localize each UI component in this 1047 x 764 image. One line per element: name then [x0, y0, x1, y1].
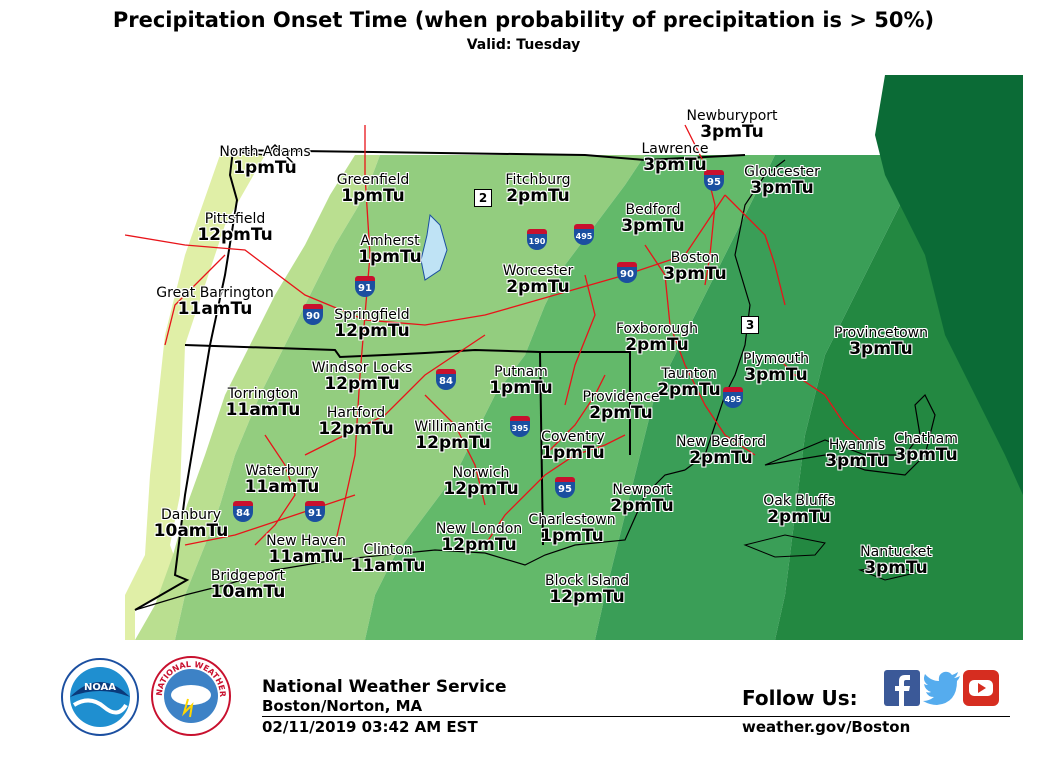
city-norwich: Norwich 12pmTu — [443, 465, 519, 499]
city-bridgeport: Bridgeport 10amTu — [210, 568, 286, 602]
city-providence: Providence 2pmTu — [582, 389, 660, 423]
city-provincetown: Provincetown 3pmTu — [834, 325, 928, 359]
facebook-icon[interactable] — [884, 670, 920, 706]
zone-11am — [135, 155, 380, 640]
city-worcester: Worcester 2pmTu — [502, 263, 574, 297]
route-marker-3: 3 — [741, 316, 759, 334]
highway-shield-395: 395 — [510, 416, 530, 438]
city-chatham: Chatham 3pmTu — [894, 431, 958, 465]
city-taunton: Taunton 2pmTu — [657, 366, 721, 400]
noaa-logo: NOAA — [60, 657, 140, 737]
highway-shield-95: 95 — [704, 170, 724, 192]
highway-shield-90: 90 — [303, 304, 323, 326]
website-link[interactable]: weather.gov/Boston — [742, 718, 911, 736]
city-amherst: Amherst 1pmTu — [358, 233, 422, 267]
highway-shield-495: 495 — [723, 387, 743, 409]
city-pittsfield: Pittsfield 12pmTu — [197, 211, 273, 245]
office-location: Boston/Norton, MA — [262, 697, 423, 715]
zone-10am — [125, 155, 265, 640]
zone-12pm — [175, 155, 645, 640]
city-danbury: Danbury 10amTu — [153, 507, 229, 541]
highway-shield-190: 190 — [527, 229, 547, 251]
precip-onset-map: 2 3 95 495 190 90 91 90 84 395 495 84 91… — [125, 75, 1023, 640]
city-newburyport: Newburyport 3pmTu — [686, 108, 778, 142]
city-plymouth: Plymouth 3pmTu — [742, 351, 810, 385]
city-great-barrington: Great Barrington 11amTu — [156, 285, 274, 319]
city-hyannis: Hyannis 3pmTu — [825, 437, 889, 471]
svg-text:NOAA: NOAA — [84, 682, 116, 693]
zone-1pm — [365, 155, 775, 640]
follow-us-label: Follow Us: — [742, 686, 858, 710]
city-fitchburg: Fitchburg 2pmTu — [505, 172, 571, 206]
city-charlestown: Charlestown 1pmTu — [528, 512, 616, 546]
highway-shield-84: 84 — [233, 501, 253, 523]
city-clinton: Clinton 11amTu — [350, 542, 426, 576]
city-torrington: Torrington 11amTu — [225, 386, 301, 420]
city-bedford: Bedford 3pmTu — [621, 202, 685, 236]
city-greenfield: Greenfield 1pmTu — [336, 172, 410, 206]
city-foxborough: Foxborough 2pmTu — [615, 321, 699, 355]
valid-day: Valid: Tuesday — [466, 37, 581, 53]
highway-shield-90: 90 — [617, 262, 637, 284]
map-title: Precipitation Onset Time (when probabili… — [112, 8, 935, 32]
organization-name: National Weather Service — [262, 677, 507, 697]
issue-timestamp: 02/11/2019 03:42 AM EST — [262, 718, 478, 736]
city-block-island: Block Island 12pmTu — [545, 573, 629, 607]
highway-shield-84: 84 — [436, 369, 456, 391]
zone-2pm — [595, 155, 925, 640]
twitter-icon[interactable] — [922, 670, 960, 706]
city-north-adams: North Adams 1pmTu — [219, 144, 311, 178]
city-windsor-locks: Windsor Locks 12pmTu — [311, 360, 413, 394]
youtube-icon[interactable] — [963, 670, 999, 706]
city-springfield: Springfield 12pmTu — [334, 307, 410, 341]
city-nantucket: Nantucket 3pmTu — [860, 544, 932, 578]
city-newport: Newport 2pmTu — [610, 482, 674, 516]
city-willimantic: Willimantic 12pmTu — [414, 419, 492, 453]
route-marker-2: 2 — [474, 189, 492, 207]
footer-divider — [262, 716, 1010, 717]
city-new-haven: New Haven 11amTu — [266, 533, 346, 567]
nws-logo: NATIONAL WEATHER SERVICE — [147, 648, 232, 737]
highway-shield-91: 91 — [355, 276, 375, 298]
city-oak-bluffs: Oak Bluffs 2pmTu — [763, 493, 835, 527]
city-coventry: Coventry 1pmTu — [541, 429, 605, 463]
city-lawrence: Lawrence 3pmTu — [641, 141, 709, 175]
city-boston: Boston 3pmTu — [663, 250, 727, 284]
city-new-london: New London 12pmTu — [435, 521, 523, 555]
city-gloucester: Gloucester 3pmTu — [744, 164, 820, 198]
city-hartford: Hartford 12pmTu — [318, 405, 394, 439]
highway-shield-91: 91 — [305, 501, 325, 523]
zone-3pm-deep — [875, 75, 1023, 495]
city-new-bedford: New Bedford 2pmTu — [676, 434, 766, 468]
city-waterbury: Waterbury 11amTu — [244, 463, 320, 497]
city-putnam: Putnam 1pmTu — [489, 364, 553, 398]
highway-shield-495: 495 — [574, 224, 594, 246]
highway-shield-95: 95 — [555, 477, 575, 499]
map-base — [125, 75, 1023, 640]
